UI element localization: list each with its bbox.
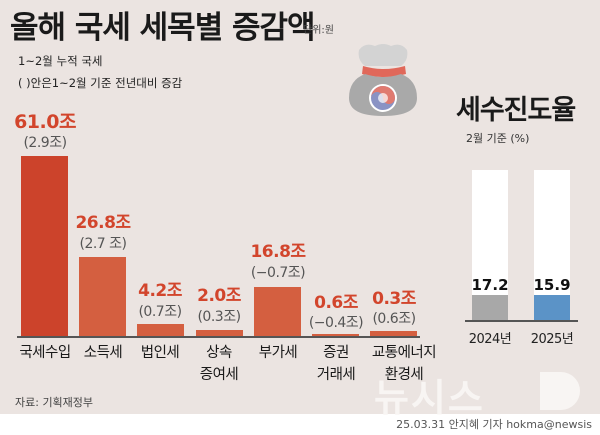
change-label: (−0.7조): [250, 265, 306, 281]
category-label: 상속 증여세: [199, 345, 239, 383]
newsis-logo-mark-icon: [540, 372, 580, 410]
year-label-2024: 2024년: [468, 332, 512, 347]
page-title: 올해 국세 세목별 증감액: [10, 10, 316, 46]
progress-bar-2025: [534, 295, 570, 320]
change-label: (2.9조): [23, 135, 67, 151]
progress-rate-subtitle: 2월 기준 (%): [466, 132, 530, 145]
change-label: (2.7 조): [79, 236, 127, 252]
infographic-panel: 올해 국세 세목별 증감액 단위:원 1~2월 누적 국세 ( )안은1~2월 …: [0, 0, 600, 420]
bar-inheritance-gift-tax: [196, 330, 243, 336]
change-label: (0.7조): [138, 304, 182, 320]
progress-rate-title: 세수진도율: [456, 95, 576, 126]
left-chart-baseline: [17, 336, 420, 338]
money-bag-icon: [343, 40, 423, 120]
value-label: 0.6조: [314, 293, 358, 313]
source-label: 자료: 기획재정부: [15, 396, 94, 409]
bar-income-tax: [79, 257, 126, 336]
category-label: 증권 거래세: [316, 345, 356, 383]
bar-securities-tax: [312, 334, 359, 336]
category-label: 부가세: [258, 345, 298, 361]
value-label: 16.8조: [250, 242, 306, 262]
right-chart-baseline: [465, 320, 578, 322]
subtitle-cumulative: 1~2월 누적 국세: [18, 54, 103, 68]
bar-vat: [254, 287, 301, 336]
bar-transport-energy-tax: [370, 331, 417, 336]
value-label: 61.0조: [14, 111, 76, 133]
category-label: 소득세: [83, 345, 123, 361]
change-label: (0.3조): [197, 309, 241, 325]
subtitle-change-note: ( )안은1~2월 기준 전년대비 증감: [18, 76, 183, 90]
newsis-logo: 뉴시스: [374, 376, 485, 420]
value-label: 0.3조: [372, 289, 416, 309]
progress-bar-2024: [472, 295, 508, 320]
change-label: (0.6조): [372, 311, 416, 327]
progress-value-2025: 15.9: [533, 276, 571, 294]
change-label: (−0.4조): [308, 315, 364, 331]
unit-label: 단위:원: [303, 25, 334, 36]
bar-total-national-tax: [21, 156, 68, 336]
value-label: 4.2조: [138, 281, 182, 301]
category-label: 교통에너지 환경세: [371, 345, 437, 383]
category-label: 법인세: [140, 345, 180, 361]
category-label: 국세수입: [19, 345, 71, 361]
bar-corporate-tax: [137, 324, 184, 336]
year-label-2025: 2025년: [530, 332, 574, 347]
byline-credit: 25.03.31 안지혜 기자 hokma@newsis: [396, 418, 592, 431]
value-label: 26.8조: [75, 213, 131, 233]
progress-value-2024: 17.2: [471, 276, 509, 294]
value-label: 2.0조: [197, 286, 241, 306]
